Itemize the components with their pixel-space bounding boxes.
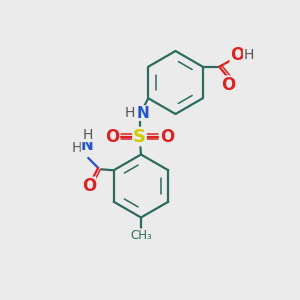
Text: CH₃: CH₃: [130, 229, 152, 242]
Text: O: O: [160, 128, 174, 146]
Text: N: N: [81, 137, 94, 152]
Text: O: O: [221, 76, 236, 94]
Text: H: H: [72, 141, 82, 155]
Text: H: H: [82, 128, 92, 142]
Text: O: O: [82, 177, 96, 195]
Text: N: N: [137, 106, 149, 121]
Text: S: S: [133, 128, 146, 146]
Text: H: H: [125, 106, 135, 120]
Text: H: H: [243, 48, 254, 62]
Text: O: O: [230, 46, 244, 64]
Text: O: O: [105, 128, 119, 146]
